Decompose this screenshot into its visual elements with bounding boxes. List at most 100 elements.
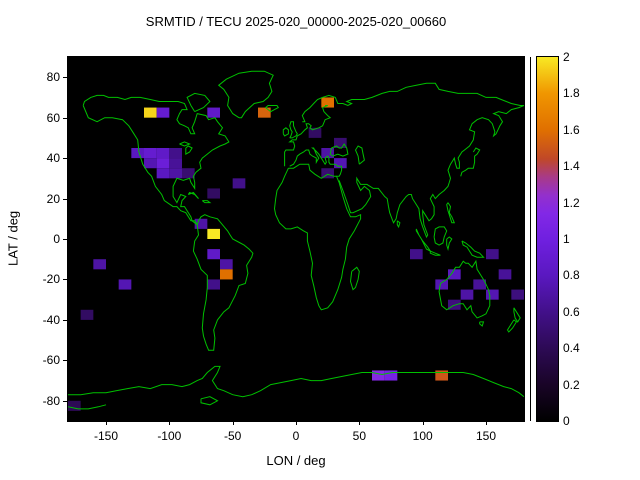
heatmap-cell — [169, 168, 182, 179]
y-tick-mark — [63, 239, 67, 240]
y-tick-mark — [63, 279, 67, 281]
x-axis-label: LON / deg — [266, 453, 326, 468]
heatmap-cell — [207, 279, 220, 290]
heatmap-cell — [156, 168, 170, 179]
coastline — [354, 145, 365, 165]
heatmap-cell — [182, 168, 195, 179]
y-tick-mark — [63, 319, 67, 321]
y-tick-label: 0 — [53, 232, 60, 246]
coastline — [179, 141, 191, 147]
coastline — [289, 147, 343, 177]
heatmap-cell — [80, 309, 94, 320]
x-tick-mark — [169, 421, 171, 425]
x-tick-label: -100 — [157, 429, 182, 443]
coastline — [82, 94, 230, 226]
y-tick-label: 60 — [46, 110, 60, 125]
heatmap-cell — [435, 370, 448, 381]
colorbar-tick-label: 0.2 — [563, 377, 580, 392]
y-tick-mark — [63, 400, 67, 402]
x-tick-label: -50 — [223, 429, 242, 443]
coastline — [506, 319, 518, 333]
y-tick-label: -20 — [42, 272, 60, 287]
y-tick-label: 80 — [46, 70, 60, 85]
x-tick-label: 0 — [292, 429, 300, 443]
colorbar-tick-label: 0.8 — [563, 268, 580, 283]
coastline — [460, 147, 481, 177]
heatmap-cell — [334, 137, 347, 148]
coastline — [284, 105, 332, 167]
heatmap-cell — [156, 158, 170, 169]
heatmap-cell — [144, 107, 157, 118]
heatmap-cell — [486, 289, 499, 300]
y-tick-mark — [63, 117, 67, 119]
colorbar-tick-label: 0.4 — [563, 341, 580, 356]
colorbar-tick-label: 2 — [563, 50, 570, 64]
y-tick-mark — [63, 77, 67, 79]
coastline — [200, 396, 219, 406]
coastline — [68, 365, 524, 398]
coastline — [186, 92, 211, 113]
heatmap-cell — [460, 289, 474, 300]
x-tick-label: -150 — [93, 429, 119, 443]
heatmap-cell — [473, 279, 486, 290]
heatmap-cell — [258, 107, 271, 118]
coastline — [217, 70, 274, 119]
x-tick-mark — [106, 421, 107, 425]
heatmap-cell — [131, 148, 144, 159]
heatmap-cell — [144, 148, 157, 159]
x-tick-label: 150 — [475, 429, 497, 443]
x-tick-mark — [296, 421, 297, 425]
coastline — [192, 214, 254, 351]
x-tick-mark — [486, 421, 487, 425]
coastline — [273, 163, 362, 311]
y-tick-mark — [63, 360, 67, 362]
heatmap-cell — [410, 249, 423, 260]
colorbar-tick-label: 1.6 — [563, 122, 580, 137]
heatmap-cell — [372, 370, 385, 381]
heatmap-cell — [334, 158, 347, 169]
heatmap-cell — [207, 188, 220, 199]
plot-right-axis-line — [530, 57, 531, 421]
coastline — [446, 202, 456, 224]
y-tick-label: -60 — [42, 353, 60, 368]
x-tick-mark — [232, 421, 234, 425]
coastline — [289, 121, 298, 139]
coastline — [282, 127, 289, 137]
colorbar — [536, 56, 559, 422]
heatmap-cell — [194, 218, 208, 229]
colorbar-tick-label: 1.2 — [563, 195, 580, 210]
x-tick-label: 100 — [412, 429, 433, 443]
y-tick-label: 40 — [46, 151, 60, 166]
plot-area — [67, 56, 525, 422]
heatmap-cell — [118, 279, 132, 290]
coastline — [329, 143, 349, 157]
x-tick-label: 50 — [352, 429, 366, 443]
y-tick-label: -40 — [42, 312, 60, 327]
colorbar-tick-label: 1 — [563, 232, 570, 246]
chart-title: SRMTID / TECU 2025-020_00000-2025-020_00… — [145, 14, 447, 29]
heatmap-cell — [448, 269, 461, 280]
heatmap-cell — [207, 228, 220, 239]
heatmap-cell — [321, 148, 334, 159]
coastline — [68, 404, 107, 410]
y-tick-mark — [63, 198, 67, 200]
heatmap-cell — [68, 400, 81, 411]
heatmap-cell — [435, 279, 448, 290]
heatmap-cell — [511, 289, 524, 300]
heatmap-cell — [93, 259, 106, 270]
heatmap-cell — [207, 249, 220, 260]
coastline — [415, 228, 432, 253]
coastline — [187, 191, 199, 199]
coastline — [264, 105, 280, 113]
coastline — [433, 226, 448, 246]
heatmap-cell — [144, 158, 157, 169]
coastline — [201, 200, 212, 204]
coastline — [396, 220, 401, 229]
coastline — [429, 250, 441, 256]
x-tick-mark — [422, 421, 424, 425]
heatmap-cell — [156, 148, 170, 159]
heatmap-cell — [321, 97, 334, 108]
heatmap-cell — [486, 249, 499, 260]
colorbar-tick-label: 0 — [563, 414, 570, 428]
